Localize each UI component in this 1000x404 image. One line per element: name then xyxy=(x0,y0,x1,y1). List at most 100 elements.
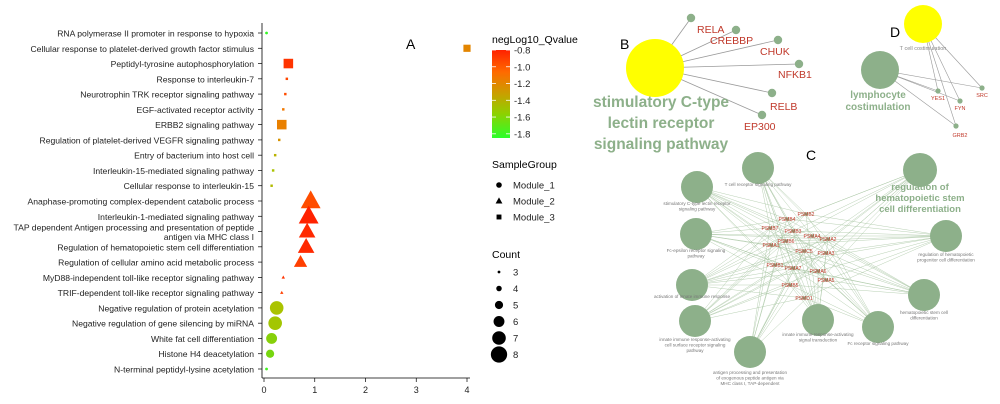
network-c-term-label-line: Fc receptor signaling pathway xyxy=(847,341,909,346)
network-d-gene-label: SRC xyxy=(976,93,988,99)
network-c-term-node xyxy=(676,269,708,301)
y-tick-label: Neurotrophin TRK receptor signaling path… xyxy=(80,90,254,100)
y-tick-label: Regulation of hematopoietic stem cell di… xyxy=(57,242,254,252)
network-c-edge xyxy=(749,250,805,353)
network-c-edge xyxy=(696,186,807,215)
network-c-edge xyxy=(757,167,829,240)
network-c-edge xyxy=(786,218,925,296)
network-c-edge xyxy=(803,250,925,296)
network-c-gene-node xyxy=(791,229,795,233)
size-legend-key xyxy=(492,331,506,345)
data-point xyxy=(297,237,315,253)
network-c-term-label-line: signal transduction xyxy=(799,338,838,343)
shape-legend-label: Module_1 xyxy=(513,181,555,192)
network-c-edge xyxy=(792,169,921,232)
panel-label-b: B xyxy=(620,36,629,52)
color-gradient-bar xyxy=(492,50,510,138)
y-tick-label: Interleukin-1-mediated signaling pathway xyxy=(98,212,255,222)
network-c-gene-label: PSMA1 xyxy=(763,243,780,249)
network-c-gene-label: PSMB3 xyxy=(785,229,802,235)
data-point xyxy=(300,190,321,209)
network-d-gene-label: GRB2 xyxy=(953,133,968,139)
network-d-gene-node xyxy=(979,85,985,91)
network-c-term-label: stimulatory C-type lectin receptor signal… xyxy=(663,201,731,212)
network-d-hub-green xyxy=(861,51,899,89)
panel-label-a: A xyxy=(406,36,416,52)
y-tick-label-line: TAP dependent Antigen processing and pre… xyxy=(14,223,255,233)
network-c-term-label: innate immune response-activating cell su… xyxy=(659,337,731,353)
network-c-edge xyxy=(696,186,827,281)
data-point xyxy=(281,275,285,279)
network-c-gene-label: PSMA5 xyxy=(818,278,835,284)
size-legend-label: 8 xyxy=(513,350,518,361)
network-c-term-label-line: of exogenous peptide antigen via xyxy=(716,376,784,381)
network-c-term-label-line: innate immune response-activating xyxy=(659,337,731,342)
x-tick-label: 1 xyxy=(312,385,317,395)
data-point xyxy=(266,333,278,344)
network-c-term-node xyxy=(681,171,713,203)
network-c-edge xyxy=(695,233,829,240)
network-c-term-label-line: activation of innate immune response xyxy=(654,294,731,299)
network-c-gene-node xyxy=(802,296,806,300)
network-c-edge xyxy=(749,238,829,353)
network-c-edge xyxy=(691,213,807,286)
size-legend-key xyxy=(494,300,504,310)
network-b-gene-node xyxy=(686,13,696,23)
network-c-edge xyxy=(694,284,791,322)
x-tick-label: 3 xyxy=(414,385,419,395)
y-tick-label: TAP dependent Antigen processing and pre… xyxy=(14,223,255,243)
network-d-hub-green-label: costimulation xyxy=(845,102,910,113)
network-b-gene-node xyxy=(731,25,741,35)
shape-legend: SampleGroup Module_1 Module_2 Module_3 xyxy=(492,159,557,224)
network-c-gene-label: PSMB1 xyxy=(767,263,784,269)
data-point xyxy=(270,184,273,187)
network-c-gene-label: PSMB7 xyxy=(762,226,779,232)
y-tick-label: Regulation of platelet-derived VEGFR sig… xyxy=(40,135,255,145)
shape-legend-key xyxy=(496,214,502,220)
network-c-edge xyxy=(803,169,921,252)
size-legend-key xyxy=(490,346,508,363)
network-c-term-label: Fc-epsilon receptor signaling pathway xyxy=(667,248,726,259)
data-point xyxy=(293,254,308,267)
y-tick-label: Cellular response to platelet-derived gr… xyxy=(30,44,254,54)
network-b-gene-node xyxy=(794,59,804,69)
network-c-gene-node xyxy=(785,217,789,221)
color-legend-tick-label: -1.8 xyxy=(514,129,530,140)
data-point xyxy=(265,367,268,371)
network-c-term-label-line: progenitor cell differentiation xyxy=(917,258,975,263)
data-point xyxy=(285,77,289,81)
x-tick-label: 4 xyxy=(464,385,469,395)
network-c-highlight-label: hematopoietic stem xyxy=(875,193,964,204)
y-tick-label: Negative regulation of gene silencing by… xyxy=(72,319,254,329)
size-legend-label: 5 xyxy=(513,301,518,312)
color-legend-tick-label: -1.4 xyxy=(514,96,530,107)
network-d-hub-yellow xyxy=(904,5,942,43)
network-c-edge xyxy=(691,227,771,286)
network-d-gene-node xyxy=(935,88,941,94)
network-b-hub-label: stimulatory C-type xyxy=(593,94,729,111)
network-c-term-label-line: regulation of hematopoietic xyxy=(918,252,974,257)
network-c-gene-node xyxy=(791,266,795,270)
network-c-term-label-line: T cell receptor signaling pathway xyxy=(725,182,793,187)
data-point xyxy=(273,153,277,157)
network-c-edge xyxy=(785,169,921,242)
network-c-edge xyxy=(827,238,925,296)
network-d-gene-label: FYN xyxy=(955,106,966,112)
network-c-term-label-line: pathway xyxy=(687,254,705,259)
network-b-gene-label: NFKB1 xyxy=(778,69,812,81)
data-point xyxy=(269,301,284,315)
network-c-edge xyxy=(749,244,772,353)
network-c-gene-label: PSMC5 xyxy=(795,249,812,255)
network-d-gene-label: YES1 xyxy=(931,96,945,102)
y-tick-label: Response to interleukin-7 xyxy=(157,74,255,84)
network-c-edge xyxy=(770,235,947,246)
network-c-term-node xyxy=(679,305,711,337)
shape-legend-key xyxy=(495,197,503,204)
network-c-edge xyxy=(825,235,947,281)
network-c-gene-node xyxy=(773,263,777,267)
network-c-edge xyxy=(691,250,805,286)
network-c-gene-node xyxy=(784,239,788,243)
data-point xyxy=(271,169,275,172)
network-d-gene-node xyxy=(957,98,963,104)
